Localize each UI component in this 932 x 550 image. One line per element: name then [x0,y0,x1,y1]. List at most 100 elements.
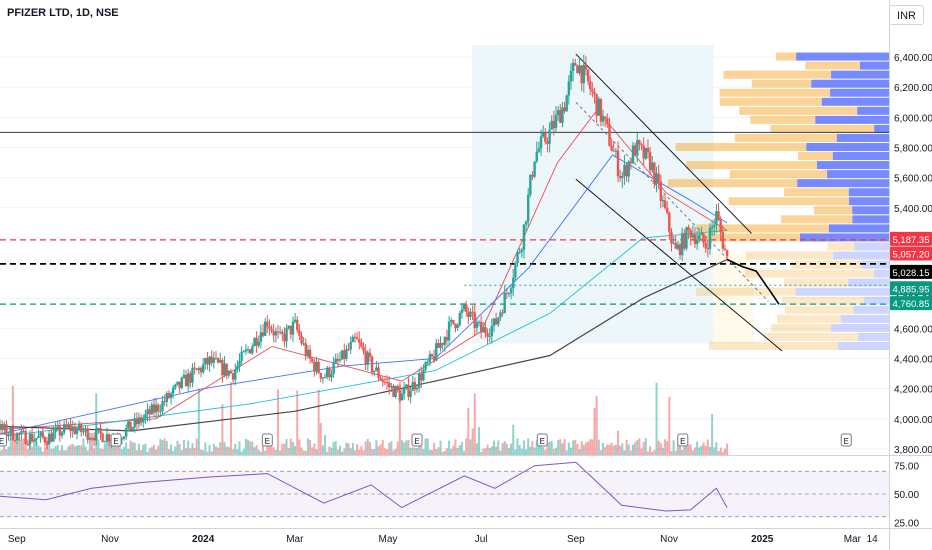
candle-body [488,336,491,338]
volume-profile-bar [723,70,832,79]
candle-body [450,319,453,322]
price-tick-label: 5,800.00 [894,144,932,155]
volume-bar [713,447,716,455]
volume-bar [646,451,649,455]
candle-body [287,325,290,329]
volume-bar [546,442,549,455]
volume-bar [78,445,81,455]
candle-body [353,336,357,338]
candle-body [84,428,87,432]
volume-profile-bar [764,332,859,341]
volume-bar [148,448,151,455]
volume-bar [448,440,451,455]
volume-bar [460,442,463,455]
volume-profile-bar [784,305,854,314]
candle-body [249,349,252,354]
volume-bar [445,448,448,455]
candle-body [336,358,340,361]
candle-body [107,434,111,442]
volume-bar [582,444,585,455]
candle-body [227,370,231,376]
volume-bar [50,448,53,455]
candle-body [62,424,66,433]
earnings-marker-label: E [113,437,118,446]
volume-bar [360,446,363,455]
volume-bar [407,440,410,455]
candle-body [82,431,85,433]
candle-body [702,233,705,243]
volume-profile-bar [811,79,889,88]
volume-bar [291,441,294,455]
volume-bar [401,440,404,455]
volume-bar [484,448,487,455]
volume-profile-bar [729,170,828,179]
candle-body [157,404,160,412]
candle-body [584,64,588,70]
volume-bar [614,444,617,455]
volume-bar [623,450,626,455]
candle-body [657,173,660,182]
candle-body [338,359,342,361]
candle-body [606,118,609,125]
volume-bar [480,451,483,455]
time-tick-label: 2024 [192,534,215,545]
candle-body [556,110,560,116]
volume-bar [9,439,12,455]
candle-body [676,244,680,249]
candle-body [129,421,132,431]
time-tick-label: May [379,534,398,545]
candle-body [663,200,667,209]
candle-body [251,346,254,354]
volume-bar [443,450,446,455]
volume-bar [345,442,348,455]
volume-bar [726,443,729,455]
candle-body [456,324,459,328]
candle-body [563,107,566,112]
volume-bar [287,448,290,455]
candle-body [642,145,645,159]
volume-bar [234,443,237,455]
candle-body [599,98,603,122]
volume-bar [499,450,502,455]
volume-bar [584,442,587,455]
candle-body [152,404,156,413]
candle-body [37,435,40,438]
volume-bar [681,449,684,455]
volume-bar [711,413,714,455]
volume-bar [591,439,594,455]
volume-bar [644,438,647,455]
candle-body [683,233,686,249]
volume-profile-bar [728,197,850,206]
candle-body [644,147,648,159]
volume-bar [368,441,371,455]
candle-body [197,368,201,371]
volume-profile-bar [776,52,797,61]
price-tick-label: 4,200.00 [894,385,932,396]
volume-profile-bar [830,88,889,97]
time-tick-label: Sep [8,534,26,545]
volume-bar [563,438,566,455]
candle-body [92,437,96,441]
candle-body [360,342,363,347]
candle-body [651,162,654,171]
candle-body [351,336,355,343]
candle-body [655,173,658,185]
candle-body [678,244,682,256]
volume-bar [569,447,572,455]
volume-bar [37,445,40,455]
candle-body [492,318,496,326]
volume-bar [668,396,671,455]
candle-body [184,374,188,387]
volume-bar [296,390,299,455]
candle-body [362,346,365,352]
volume-bar [1,449,4,455]
candle-body [685,227,688,249]
volume-bar [512,424,515,455]
volume-bar [356,444,359,455]
price-tag-label: 5,057.20 [893,249,930,260]
volume-bar [413,447,416,455]
volume-bar [281,444,284,455]
volume-profile-bar [784,278,849,287]
